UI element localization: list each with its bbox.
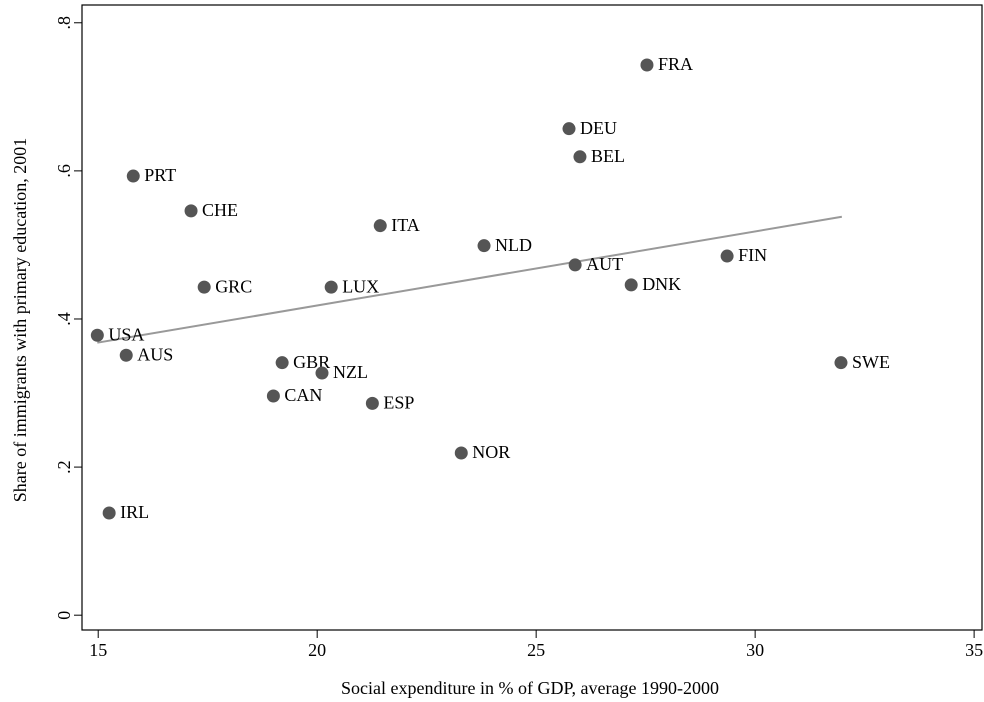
point-label: PRT (144, 165, 176, 185)
point-label: USA (108, 324, 144, 344)
y-axis-title: Share of immigrants with primary educati… (10, 138, 30, 502)
point-label: ESP (383, 393, 414, 413)
point (573, 150, 587, 164)
point-label: SWE (852, 352, 890, 372)
x-tick-label: 15 (89, 640, 107, 660)
point (365, 396, 379, 410)
point (640, 58, 654, 72)
point (477, 239, 491, 253)
plot-frame (81, 4, 983, 631)
point (266, 389, 280, 403)
point (197, 280, 211, 294)
point (373, 219, 387, 233)
point (624, 278, 638, 292)
point-label: GRC (215, 276, 252, 296)
point (720, 249, 734, 263)
point-label: FRA (658, 54, 693, 74)
fit-line (97, 215, 843, 344)
point (454, 446, 468, 460)
point-label: CHE (202, 200, 238, 220)
point-label: CAN (284, 385, 322, 405)
point-label: AUT (586, 254, 623, 274)
y-tick-label: .6 (54, 164, 74, 178)
point-label: IRL (120, 502, 149, 522)
point (568, 258, 582, 272)
point-label: NOR (472, 442, 510, 462)
point (315, 366, 329, 380)
point-label: DNK (642, 274, 681, 294)
x-tick-label: 30 (746, 640, 764, 660)
x-tick-label: 20 (308, 640, 326, 660)
point-label: LUX (342, 276, 379, 296)
point (126, 169, 140, 183)
point-label: FIN (738, 245, 767, 265)
point (184, 204, 198, 218)
y-tick-label: .8 (54, 16, 74, 30)
point (324, 280, 338, 294)
y-tick-label: 0 (54, 611, 74, 620)
point (119, 348, 133, 362)
point (562, 122, 576, 136)
point-label: ITA (391, 215, 420, 235)
y-tick-label: .2 (54, 460, 74, 474)
point-label: NZL (333, 362, 368, 382)
point (90, 328, 104, 342)
point (102, 506, 116, 520)
point-label: DEU (580, 118, 617, 138)
x-tick-label: 25 (527, 640, 545, 660)
point (275, 356, 289, 370)
x-axis-title: Social expenditure in % of GDP, average … (341, 678, 719, 698)
point (834, 356, 848, 370)
point-label: BEL (591, 146, 625, 166)
x-tick-label: 35 (965, 640, 983, 660)
point-label: NLD (495, 235, 532, 255)
y-tick-label: .4 (54, 312, 74, 326)
point-label: AUS (137, 344, 173, 364)
